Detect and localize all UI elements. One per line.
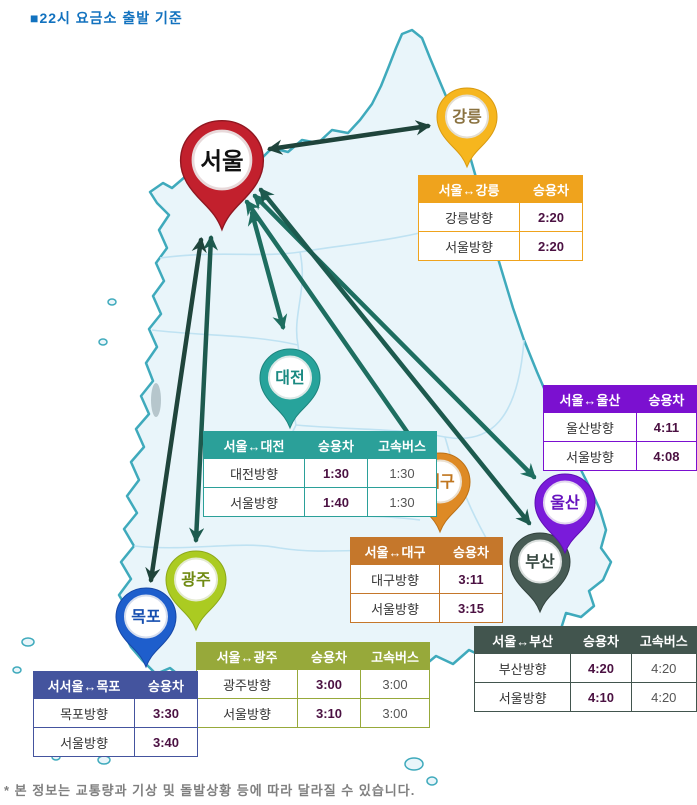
col-header-bus: 고속버스 <box>367 431 437 459</box>
direction-cell: 서울방향 <box>350 593 440 623</box>
bus-time-cell: 1:30 <box>367 487 437 517</box>
car-time-cell: 3:15 <box>439 593 503 623</box>
car-time-cell: 3:10 <box>297 698 361 728</box>
direction-cell: 부산방향 <box>473 653 572 683</box>
car-time-cell: 4:20 <box>570 653 632 683</box>
table-row: 울산방향 4:11 <box>543 412 697 442</box>
col-header-car: 승용차 <box>519 175 583 203</box>
car-time-cell: 2:20 <box>519 202 583 232</box>
col-header-car: 승용차 <box>304 431 368 459</box>
map-pin-mokpo: 목포 <box>115 587 177 669</box>
bus-time-cell: 3:00 <box>360 698 430 728</box>
travel-table-mokpo: 서서울↔목포 승용차 목포방향 3:30 서울방향 3:40 <box>33 671 198 757</box>
pin-label-ulsan: 울산 <box>550 494 580 512</box>
direction-cell: 강릉방향 <box>418 202 520 232</box>
route-header: 서울↔울산 <box>543 385 637 413</box>
travel-arrows <box>145 120 537 584</box>
map-pin-gwangju: 광주 <box>165 550 227 632</box>
car-time-cell: 2:20 <box>519 231 583 261</box>
pin-label-daejeon: 대전 <box>275 369 304 387</box>
route-header: 서울↔대구 <box>350 537 440 565</box>
table-row: 서울방향 4:10 4:20 <box>473 682 697 712</box>
direction-cell: 서울방향 <box>203 487 305 517</box>
map-pin-seoul: 서울 <box>179 119 265 232</box>
car-time-cell: 3:30 <box>134 698 198 728</box>
table-row: 광주방향 3:00 3:00 <box>196 669 430 699</box>
direction-cell: 서울방향 <box>33 727 135 757</box>
travel-table-gangneung: 서울↔강릉 승용차 강릉방향 2:20 서울방향 2:20 <box>418 175 583 261</box>
direction-cell: 서울방향 <box>473 682 572 712</box>
route-header: 서울↔대전 <box>203 431 305 459</box>
pin-label-mokpo: 목포 <box>131 608 161 626</box>
table-row: 목포방향 3:30 <box>33 698 198 728</box>
pin-label-gwangju: 광주 <box>181 570 211 589</box>
bus-time-cell: 3:00 <box>360 669 430 699</box>
map-pin-ulsan: 울산 <box>534 473 596 555</box>
direction-cell: 목포방향 <box>33 698 135 728</box>
arrow-seoul-busan <box>258 187 532 526</box>
table-row: 서울방향 1:40 1:30 <box>203 487 437 517</box>
table-row: 서울방향 3:10 3:00 <box>196 698 430 728</box>
table-row: 서울방향 3:15 <box>350 593 503 623</box>
page-title: ■22시 요금소 출발 기준 <box>30 10 183 26</box>
route-header: 서서울↔목포 <box>33 671 135 699</box>
pin-label-gangneung: 강릉 <box>452 108 482 126</box>
arrow-seoul-gangneung <box>266 120 432 155</box>
car-time-cell: 4:08 <box>635 441 697 471</box>
travel-table-daegu: 서울↔대구 승용차 대구방향 3:11 서울방향 3:15 <box>350 537 503 623</box>
col-header-car: 승용차 <box>635 385 697 413</box>
disclaimer-note: * 본 정보는 교통량과 기상 및 돌발상황 등에 따라 달라질 수 있습니다. <box>4 783 416 798</box>
col-header-car: 승용차 <box>297 642 361 670</box>
car-time-cell: 3:11 <box>439 564 503 594</box>
direction-cell: 서울방향 <box>418 231 520 261</box>
col-header-bus: 고속버스 <box>360 642 430 670</box>
bus-time-cell: 4:20 <box>630 653 697 683</box>
table-row: 서울방향 2:20 <box>418 231 583 261</box>
direction-cell: 서울방향 <box>543 441 637 471</box>
route-header: 서울↔광주 <box>196 642 298 670</box>
map-pin-busan: 부산 <box>509 532 571 614</box>
col-header-bus: 고속버스 <box>630 626 697 654</box>
city-pins: 강릉 대전 대구 부산 <box>115 87 596 669</box>
direction-cell: 울산방향 <box>543 412 637 442</box>
direction-cell: 대전방향 <box>203 458 305 488</box>
car-time-cell: 3:00 <box>297 669 361 699</box>
table-row: 부산방향 4:20 4:20 <box>473 653 697 683</box>
col-header-car: 승용차 <box>439 537 503 565</box>
table-row: 서울방향 4:08 <box>543 441 697 471</box>
col-header-car: 승용차 <box>570 626 632 654</box>
map-pin-gangneung: 강릉 <box>436 87 498 169</box>
direction-cell: 광주방향 <box>196 669 298 699</box>
route-header: 서울↔강릉 <box>418 175 520 203</box>
col-header-car: 승용차 <box>134 671 198 699</box>
travel-table-busan: 서울↔부산 승용차 고속버스 부산방향 4:20 4:20 서울방향 4:10 … <box>473 626 697 712</box>
bus-time-cell: 4:20 <box>630 682 697 712</box>
table-row: 대구방향 3:11 <box>350 564 503 594</box>
car-time-cell: 4:10 <box>570 682 632 712</box>
pin-label-busan: 부산 <box>525 553 555 571</box>
table-row: 서울방향 3:40 <box>33 727 198 757</box>
direction-cell: 서울방향 <box>196 698 298 728</box>
car-time-cell: 1:40 <box>304 487 368 517</box>
pin-label-seoul: 서울 <box>200 148 243 174</box>
car-time-cell: 1:30 <box>304 458 368 488</box>
map-pin-daejeon: 대전 <box>259 348 321 430</box>
car-time-cell: 3:40 <box>134 727 198 757</box>
arrow-seoul-mokpo <box>145 236 207 584</box>
travel-table-gwangju: 서울↔광주 승용차 고속버스 광주방향 3:00 3:00 서울방향 3:10 … <box>196 642 430 728</box>
travel-table-ulsan: 서울↔울산 승용차 울산방향 4:11 서울방향 4:08 <box>543 385 697 471</box>
table-row: 강릉방향 2:20 <box>418 202 583 232</box>
travel-table-daejeon: 서울↔대전 승용차 고속버스 대전방향 1:30 1:30 서울방향 1:40 … <box>203 431 437 517</box>
route-header: 서울↔부산 <box>473 626 572 654</box>
car-time-cell: 4:11 <box>635 412 697 442</box>
bus-time-cell: 1:30 <box>367 458 437 488</box>
table-row: 대전방향 1:30 1:30 <box>203 458 437 488</box>
direction-cell: 대구방향 <box>350 564 440 594</box>
